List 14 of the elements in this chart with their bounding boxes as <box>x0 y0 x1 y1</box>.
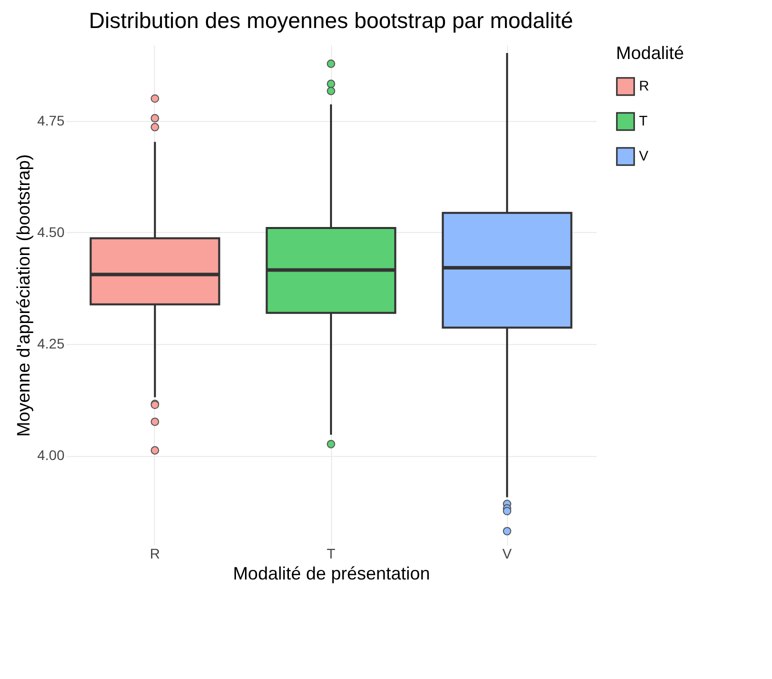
y-tick-label: 4.50 <box>37 224 65 240</box>
y-tick-label: 4.75 <box>37 112 65 128</box>
x-axis-title: Modalité de présentation <box>232 564 430 584</box>
y-tick-label: 4.25 <box>37 336 65 352</box>
legend-label: V <box>639 148 649 164</box>
chart-title: Distribution des moyennes bootstrap par modalité <box>88 8 574 33</box>
y-axis-title: Moyenne d'appréciation (bootstrap) <box>13 154 34 437</box>
y-tick-label: 4.00 <box>37 447 65 464</box>
x-tick-label: T <box>326 546 336 562</box>
x-tick-label: V <box>502 546 512 562</box>
legend-label: R <box>639 78 650 94</box>
legend-label: T <box>639 112 648 128</box>
legend-title: Modalité <box>616 43 684 63</box>
x-tick-label: R <box>150 546 160 562</box>
